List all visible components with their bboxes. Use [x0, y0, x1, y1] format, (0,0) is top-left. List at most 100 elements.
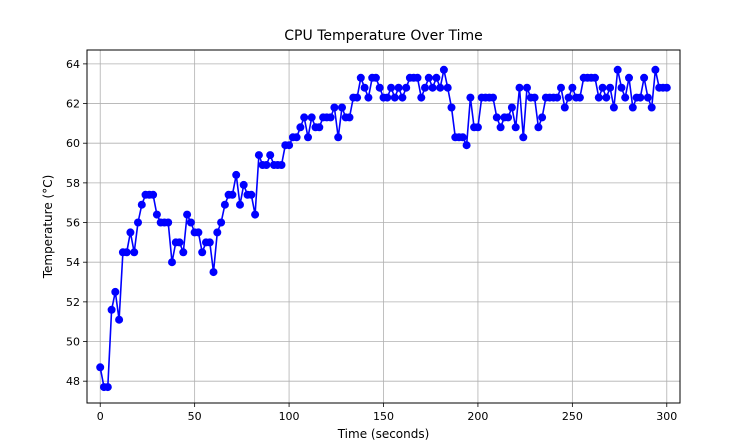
data-point [205, 238, 214, 247]
data-point [186, 218, 195, 227]
data-point [194, 228, 203, 237]
data-point [107, 305, 116, 314]
data-point [628, 103, 637, 112]
data-point [390, 93, 399, 102]
x-tick-label: 150 [373, 410, 394, 423]
series-temperature [96, 65, 671, 392]
data-point [602, 93, 611, 102]
data-point [492, 113, 501, 122]
data-point [436, 83, 445, 92]
data-point [439, 65, 448, 74]
y-tick-label: 54 [66, 256, 80, 269]
x-tick-label: 200 [467, 410, 488, 423]
data-point [296, 123, 305, 132]
data-point [236, 200, 244, 209]
data-point [183, 210, 192, 219]
data-point [168, 258, 176, 267]
data-point [617, 83, 626, 92]
y-tick-label: 56 [66, 217, 80, 230]
data-point [307, 113, 316, 122]
x-tick-label: 50 [188, 410, 202, 423]
data-point [443, 83, 452, 92]
data-point [575, 93, 584, 102]
data-point [643, 93, 652, 102]
data-point [466, 93, 475, 102]
data-point [364, 93, 373, 102]
data-point [103, 383, 112, 392]
data-point [598, 83, 607, 92]
data-point [375, 83, 384, 92]
data-point [152, 210, 161, 219]
data-point [417, 93, 426, 102]
data-point [606, 83, 615, 92]
data-point [232, 170, 241, 179]
x-axis-label: Time (seconds) [337, 427, 430, 441]
data-point [356, 73, 365, 82]
data-point [387, 83, 396, 92]
data-point [149, 190, 158, 199]
x-tick-label: 250 [562, 410, 583, 423]
data-point [122, 248, 131, 257]
data-point [164, 218, 173, 227]
y-tick-label: 50 [66, 336, 80, 349]
data-point [277, 161, 286, 169]
data-point [421, 83, 429, 92]
data-point [447, 103, 456, 112]
data-point [137, 200, 146, 209]
data-point [428, 83, 437, 92]
data-point [402, 83, 411, 92]
data-point [360, 83, 369, 92]
data-point [647, 103, 656, 112]
data-point [591, 73, 599, 82]
data-point [564, 93, 573, 102]
data-point [424, 73, 433, 82]
y-axis-label: Temperature (°C) [41, 175, 55, 280]
data-point [625, 73, 633, 82]
data-point [251, 210, 260, 219]
data-point [338, 103, 346, 112]
data-point [613, 65, 622, 74]
data-point [621, 93, 630, 102]
data-point [609, 103, 618, 112]
data-point [300, 113, 309, 122]
data-point [432, 73, 441, 82]
data-point [640, 73, 649, 82]
data-point [254, 151, 263, 160]
data-point [292, 133, 301, 142]
data-point [353, 93, 362, 102]
data-point [530, 93, 539, 102]
data-point [266, 151, 275, 160]
data-point [662, 83, 671, 92]
data-point [394, 83, 403, 92]
data-point [175, 238, 184, 247]
y-tick-label: 48 [66, 375, 80, 388]
x-tick-label: 300 [656, 410, 677, 423]
y-axis: 48 50 52 54 56 58 60 62 64 [66, 58, 87, 388]
data-point [473, 123, 482, 132]
data-point [228, 190, 237, 199]
data-point [538, 113, 547, 122]
data-point [179, 248, 188, 257]
data-point [496, 123, 505, 132]
data-point [96, 363, 105, 372]
data-point [126, 228, 135, 237]
data-point [519, 133, 528, 142]
data-point [553, 93, 562, 102]
data-point [220, 200, 229, 209]
data-point [560, 103, 569, 112]
data-point [345, 113, 354, 122]
data-point [458, 133, 467, 142]
data-point [651, 65, 660, 74]
data-point [217, 218, 226, 227]
data-point [304, 133, 312, 142]
data-point [398, 93, 407, 102]
data-point [334, 133, 343, 142]
data-point [523, 83, 531, 92]
grid [87, 50, 680, 403]
data-point [130, 248, 139, 257]
data-point [213, 228, 222, 237]
data-point [594, 93, 603, 102]
data-point [383, 93, 392, 102]
data-point [511, 123, 520, 132]
data-point [489, 93, 497, 102]
